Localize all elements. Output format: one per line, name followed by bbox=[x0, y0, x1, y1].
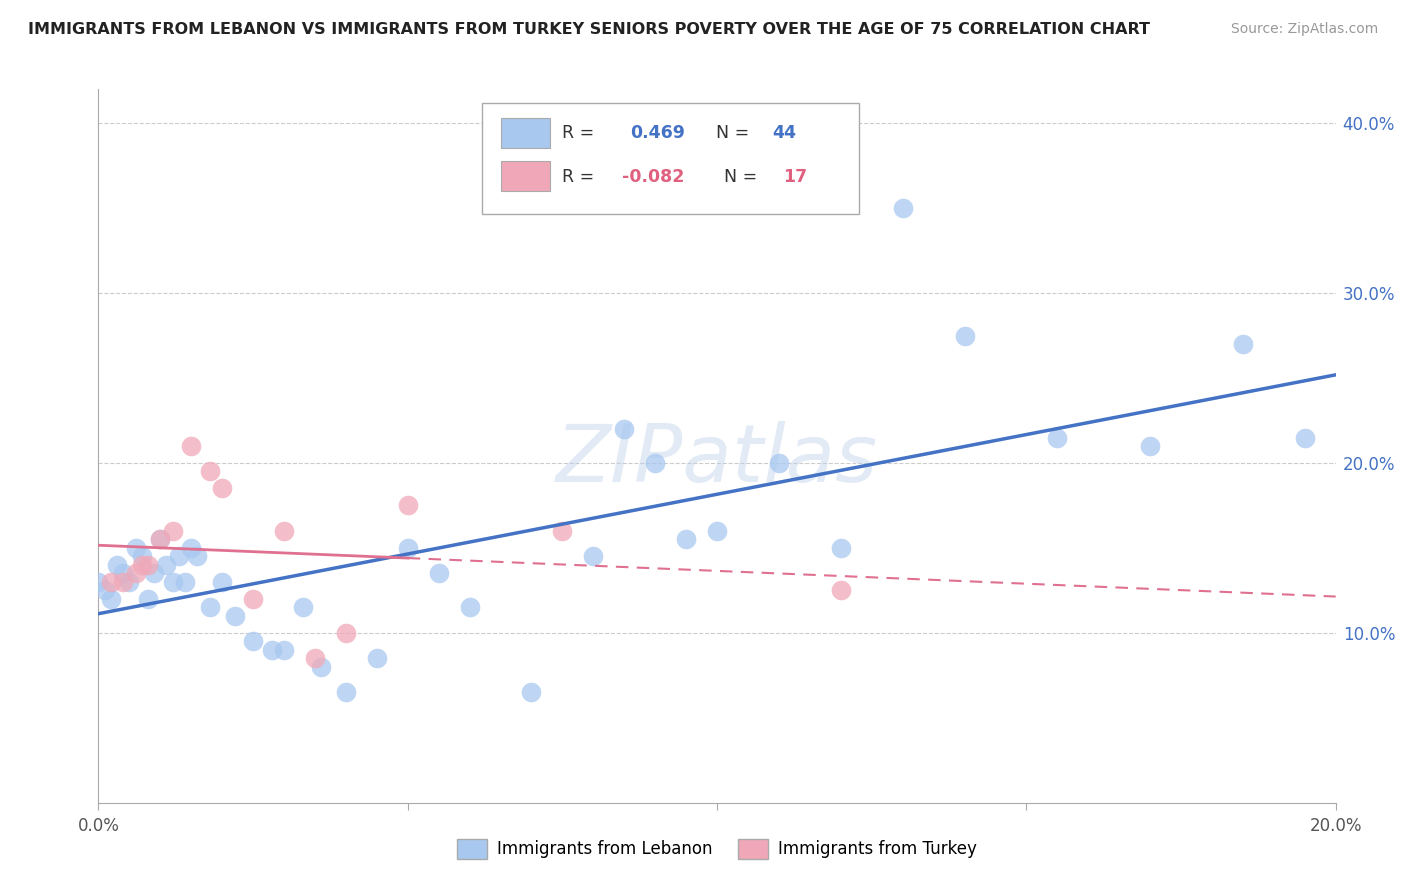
Point bbox=[87, 574, 110, 589]
Point bbox=[131, 558, 153, 572]
Point bbox=[830, 583, 852, 598]
FancyBboxPatch shape bbox=[501, 118, 550, 148]
Point bbox=[124, 541, 146, 555]
Point bbox=[953, 328, 976, 343]
Point bbox=[768, 456, 790, 470]
Point bbox=[136, 591, 159, 606]
FancyBboxPatch shape bbox=[501, 161, 550, 191]
Point bbox=[211, 482, 233, 496]
Point bbox=[582, 549, 605, 564]
Point bbox=[112, 566, 135, 581]
Point bbox=[644, 456, 666, 470]
Point bbox=[124, 566, 146, 581]
Point bbox=[100, 574, 122, 589]
Point bbox=[427, 566, 450, 581]
Point bbox=[143, 566, 166, 581]
Text: 0.469: 0.469 bbox=[630, 124, 685, 142]
Point bbox=[706, 524, 728, 538]
Point bbox=[1046, 430, 1069, 444]
Point bbox=[830, 541, 852, 555]
Point bbox=[291, 600, 314, 615]
Point bbox=[396, 499, 419, 513]
Text: 17: 17 bbox=[783, 168, 807, 186]
Point bbox=[366, 651, 388, 665]
Point bbox=[155, 558, 177, 572]
Point bbox=[167, 549, 190, 564]
Text: Source: ZipAtlas.com: Source: ZipAtlas.com bbox=[1230, 22, 1378, 37]
Legend: Immigrants from Lebanon, Immigrants from Turkey: Immigrants from Lebanon, Immigrants from… bbox=[451, 832, 983, 866]
Point bbox=[613, 422, 636, 436]
Point bbox=[273, 643, 295, 657]
Point bbox=[105, 558, 128, 572]
Point bbox=[260, 643, 283, 657]
Point bbox=[198, 465, 221, 479]
Point bbox=[211, 574, 233, 589]
Text: 44: 44 bbox=[773, 124, 797, 142]
Point bbox=[273, 524, 295, 538]
Text: N =: N = bbox=[713, 168, 763, 186]
Point bbox=[162, 574, 184, 589]
Point bbox=[174, 574, 197, 589]
Text: N =: N = bbox=[704, 124, 755, 142]
Text: R =: R = bbox=[562, 168, 600, 186]
Point bbox=[93, 583, 115, 598]
Point bbox=[224, 608, 246, 623]
Point bbox=[112, 574, 135, 589]
Point bbox=[186, 549, 208, 564]
Point bbox=[118, 574, 141, 589]
Point bbox=[396, 541, 419, 555]
Point bbox=[1232, 337, 1254, 351]
Point bbox=[309, 660, 332, 674]
Text: -0.082: -0.082 bbox=[621, 168, 685, 186]
Text: IMMIGRANTS FROM LEBANON VS IMMIGRANTS FROM TURKEY SENIORS POVERTY OVER THE AGE O: IMMIGRANTS FROM LEBANON VS IMMIGRANTS FR… bbox=[28, 22, 1150, 37]
Point bbox=[1294, 430, 1316, 444]
Text: ZIPatlas: ZIPatlas bbox=[555, 421, 879, 500]
Point bbox=[335, 685, 357, 699]
Point bbox=[304, 651, 326, 665]
Point bbox=[131, 549, 153, 564]
Point bbox=[242, 591, 264, 606]
Point bbox=[335, 626, 357, 640]
Point bbox=[149, 533, 172, 547]
Point bbox=[675, 533, 697, 547]
Point bbox=[1139, 439, 1161, 453]
Point bbox=[242, 634, 264, 648]
Text: R =: R = bbox=[562, 124, 606, 142]
Point bbox=[149, 533, 172, 547]
Point bbox=[100, 591, 122, 606]
Point bbox=[198, 600, 221, 615]
Point bbox=[458, 600, 481, 615]
Point bbox=[520, 685, 543, 699]
Point bbox=[891, 201, 914, 215]
Point bbox=[551, 524, 574, 538]
Point bbox=[180, 439, 202, 453]
FancyBboxPatch shape bbox=[482, 103, 859, 214]
Point bbox=[180, 541, 202, 555]
Point bbox=[162, 524, 184, 538]
Point bbox=[136, 558, 159, 572]
